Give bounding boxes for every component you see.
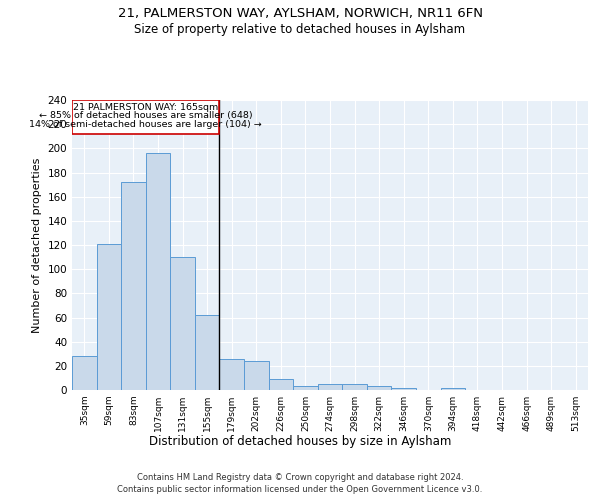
- Bar: [72, 356, 97, 390]
- Bar: [220, 358, 244, 390]
- Bar: [269, 379, 293, 390]
- Text: 21 PALMERSTON WAY: 165sqm: 21 PALMERSTON WAY: 165sqm: [73, 103, 218, 112]
- Bar: [318, 384, 342, 390]
- Y-axis label: Number of detached properties: Number of detached properties: [32, 158, 42, 332]
- Text: Contains public sector information licensed under the Open Government Licence v3: Contains public sector information licen…: [118, 485, 482, 494]
- Bar: [244, 361, 269, 390]
- Bar: [170, 257, 195, 390]
- Bar: [72, 100, 220, 134]
- Bar: [293, 386, 318, 390]
- Bar: [146, 153, 170, 390]
- Text: 21, PALMERSTON WAY, AYLSHAM, NORWICH, NR11 6FN: 21, PALMERSTON WAY, AYLSHAM, NORWICH, NR…: [118, 8, 482, 20]
- Bar: [440, 388, 465, 390]
- Bar: [195, 315, 220, 390]
- Bar: [121, 182, 146, 390]
- Bar: [367, 386, 391, 390]
- Text: 14% of semi-detached houses are larger (104) →: 14% of semi-detached houses are larger (…: [29, 120, 262, 129]
- Bar: [391, 388, 416, 390]
- Text: ← 85% of detached houses are smaller (648): ← 85% of detached houses are smaller (64…: [39, 112, 253, 120]
- Text: Distribution of detached houses by size in Aylsham: Distribution of detached houses by size …: [149, 435, 451, 448]
- Bar: [342, 384, 367, 390]
- Text: Size of property relative to detached houses in Aylsham: Size of property relative to detached ho…: [134, 22, 466, 36]
- Text: Contains HM Land Registry data © Crown copyright and database right 2024.: Contains HM Land Registry data © Crown c…: [137, 472, 463, 482]
- Bar: [97, 244, 121, 390]
